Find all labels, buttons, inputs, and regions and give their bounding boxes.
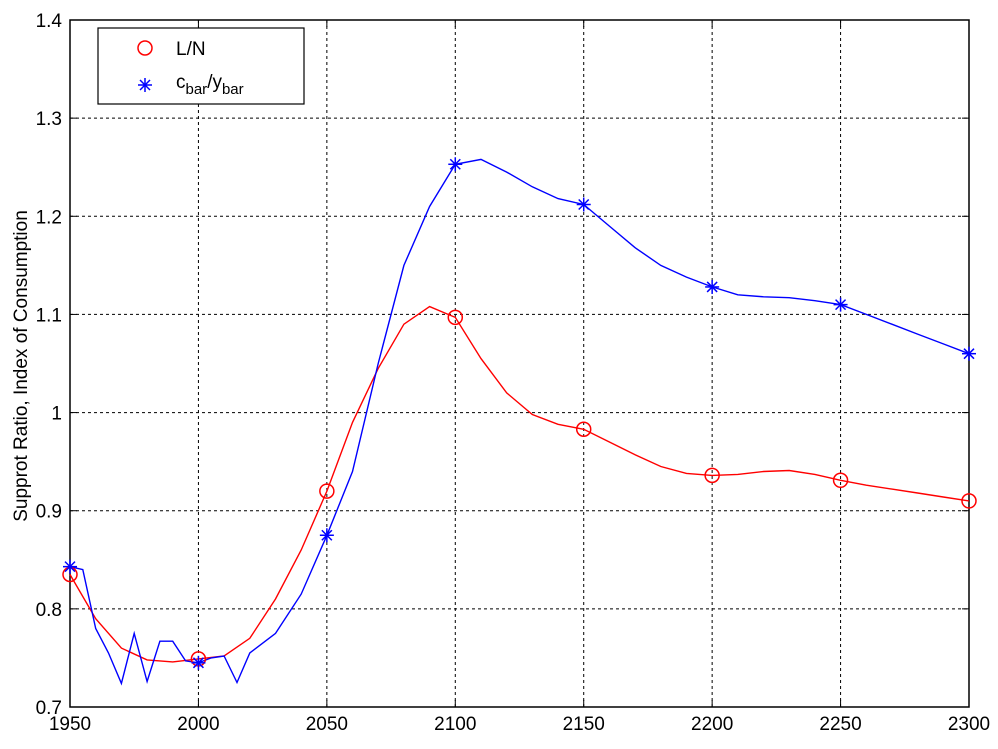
ln-point-marker [319,483,335,499]
cbar-ybar-point-marker [576,197,591,212]
y-tick-label: 0.9 [36,502,62,523]
y-tick-label: 1.2 [36,207,62,228]
ln-point-marker [447,309,464,326]
cbar-ybar-point-marker [191,655,206,670]
y-tick-label: 1 [51,404,62,425]
cbar-ybar-point-marker [962,346,976,361]
y-tick-label: 1.4 [36,11,63,32]
y-tick-label: 0.7 [36,698,62,719]
y-tick-label: 1.3 [36,109,62,130]
cbar-ybar-point-marker [833,297,848,312]
axis-ticks: 1950 2000 2050 2100 2150 2200 2250 2300 0.7 0.8 0.… [36,11,991,735]
series-lines [69,158,970,686]
plot-area-frame [69,19,970,708]
cbar-ybar-point-marker [63,559,77,574]
y-tick-label: 1.1 [36,305,62,326]
x-tick-label: 2150 [563,714,605,735]
x-tick-label: 2000 [177,714,219,735]
ln-point-marker [575,421,592,438]
legend: L/N cbar/ybar [97,27,305,105]
x-tick-label: 2300 [948,714,990,735]
cbar-ybar-point-marker [448,157,463,172]
cbar-ybar-point-marker [705,279,720,294]
legend-star-marker-icon [138,78,152,92]
legend-circle-marker-icon [137,40,153,56]
series-markers [62,157,977,670]
x-tick-label: 2200 [691,714,733,735]
ln-point-marker [832,472,849,489]
x-tick-label: 2050 [306,714,348,735]
legend-label-ln: L/N [176,39,206,60]
y-axis-label: Supprot Ratio, Index of Consumption [11,210,32,522]
ln-point-marker [704,467,720,484]
legend-box [97,27,305,105]
x-tick-label: 2250 [819,714,861,735]
x-tick-label: 2100 [434,714,476,735]
series-line-1 [69,158,970,686]
cbar-ybar-point-marker [319,528,334,543]
x-tick-label: 1950 [49,714,91,735]
ln-point-marker [961,493,977,509]
y-tick-label: 0.8 [36,600,62,621]
grid [70,20,969,707]
legend-label-cbar-ybar: cbar/ybar [176,72,244,98]
